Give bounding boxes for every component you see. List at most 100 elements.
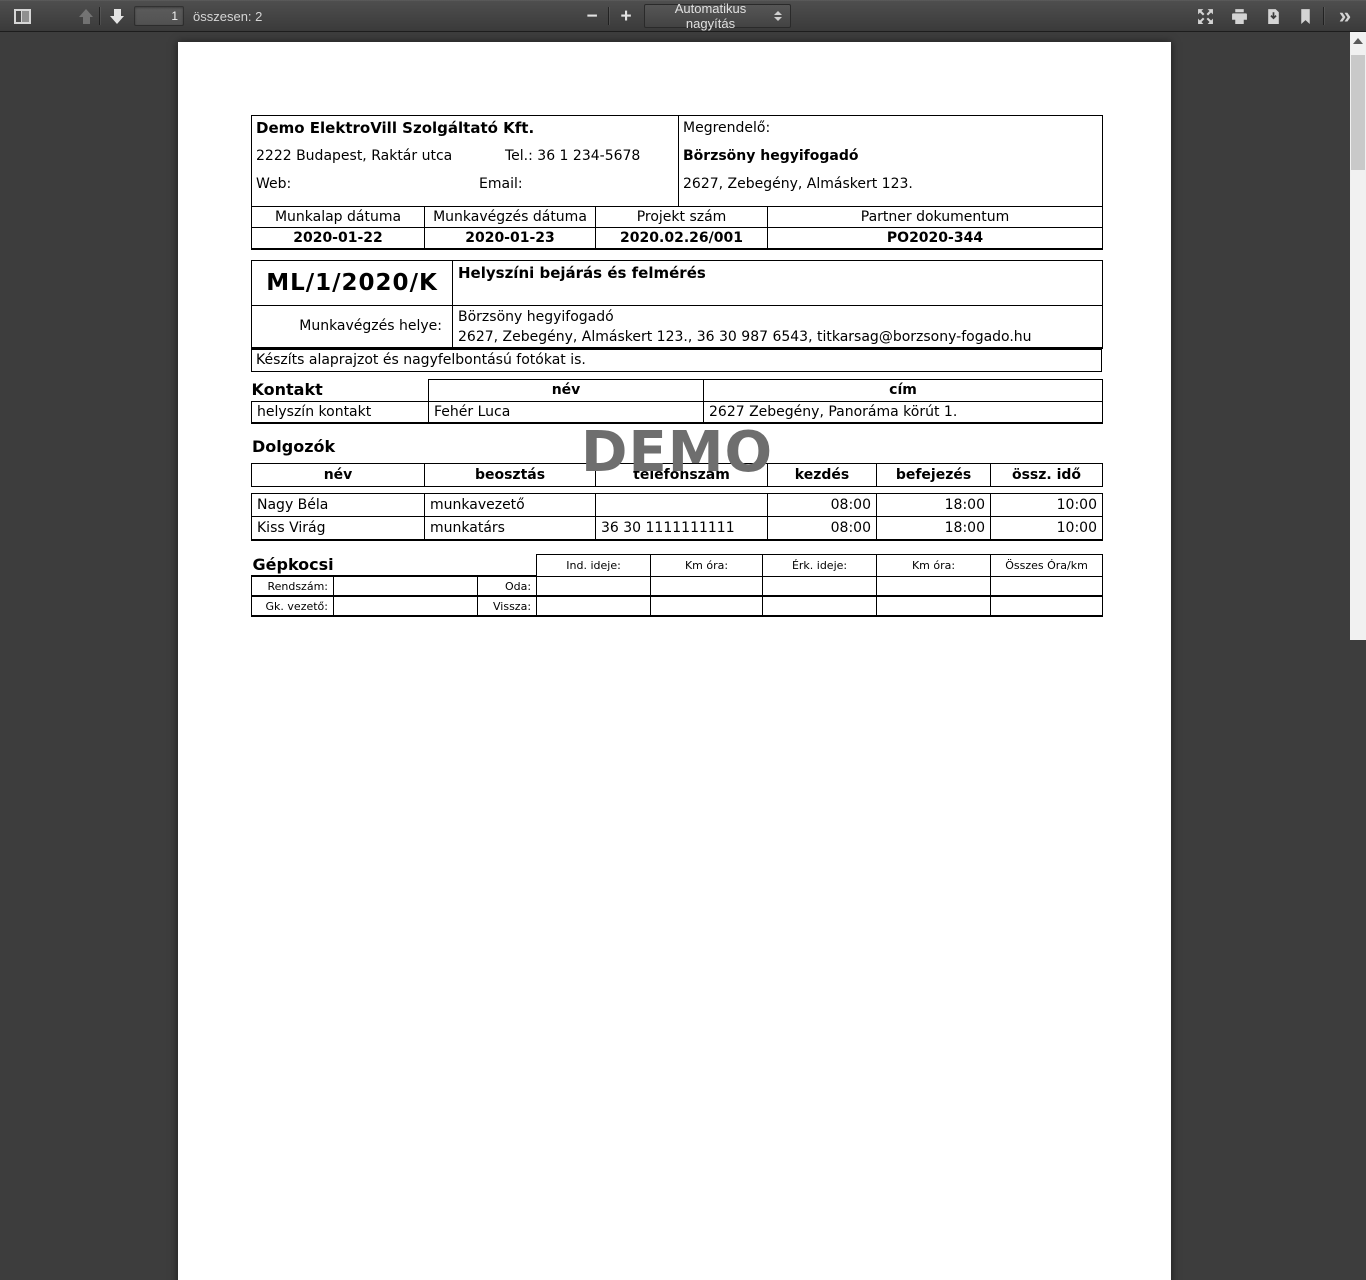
presentation-mode-button[interactable]: [1191, 4, 1219, 28]
vehicle-blank-cell: [333, 575, 478, 597]
contact-header-address: cím: [703, 378, 1103, 402]
zoom-level-select[interactable]: Automatikus nagyítás: [644, 1, 791, 31]
zoom-in-icon: +: [620, 5, 632, 27]
workers-header-table: név beosztás telefonszám kezdés befejezé…: [251, 463, 1103, 487]
vehicle-blank-cell: [650, 575, 764, 597]
download-button[interactable]: [1259, 4, 1287, 28]
select-arrows-icon: [774, 11, 782, 21]
workers-header: név: [251, 463, 425, 487]
vehicle-blank-cell: [876, 575, 992, 597]
vehicle-blank-cell: [876, 595, 992, 617]
toolbar-separator: [608, 7, 609, 25]
contact-role: helyszín kontakt: [251, 400, 429, 424]
vehicle-blank-cell: [762, 595, 878, 617]
previous-page-button[interactable]: [72, 4, 100, 28]
arrow-down-icon: [110, 8, 124, 24]
company-web-label: Web:: [256, 176, 292, 192]
vehicle-driver-label: Gk. vezető:: [251, 595, 334, 617]
work-location-details: 2627, Zebegény, Almáskert 123., 36 30 98…: [458, 328, 1032, 345]
company-email-label: Email:: [479, 176, 523, 192]
vehicle-row: Gk. vezető: Vissza:: [251, 595, 1104, 617]
worker-row: Nagy Béla munkavezető 08:00 18:00 10:00: [251, 493, 1103, 517]
scrollbar-up-icon[interactable]: [1353, 38, 1363, 44]
vehicle-row: Rendszám: Oda:: [251, 575, 1104, 597]
meta-header: Munkavégzés dátuma: [424, 206, 596, 228]
vehicle-blank-cell: [536, 595, 652, 617]
meta-header: Projekt szám: [595, 206, 768, 228]
fullscreen-icon: [1197, 8, 1214, 25]
contact-table: Kontakt név cím helyszín kontakt Fehér L…: [251, 378, 1103, 424]
worker-row: Kiss Virág munkatárs 36 30 1111111111 08…: [251, 516, 1103, 541]
page-count-label: összesen: 2: [193, 9, 263, 24]
vehicle-blank-cell: [990, 595, 1104, 617]
vehicle-header: Ind. ideje:: [536, 553, 652, 577]
workers-header: befejezés: [876, 463, 991, 487]
arrow-up-icon: [79, 8, 93, 24]
worksheet-id: ML/1/2020/K: [251, 259, 453, 306]
worker-name: Nagy Béla: [251, 493, 425, 517]
worker-phone: [595, 493, 768, 517]
partner-document: PO2020-344: [767, 227, 1103, 250]
work-date: 2020-01-23: [424, 227, 596, 250]
worker-total: 10:00: [990, 493, 1103, 517]
worker-start: 08:00: [767, 493, 877, 517]
worker-end: 18:00: [876, 516, 991, 541]
workers-data-table: Nagy Béla munkavezető 08:00 18:00 10:00 …: [251, 493, 1103, 541]
workers-header: össz. idő: [990, 463, 1103, 487]
company-client-table: Demo ElektroVill Szolgáltató Kft. 2222 B…: [251, 115, 1103, 207]
vehicle-table: Gépkocsi Ind. ideje: Km óra: Érk. ideje:…: [251, 553, 1104, 617]
worker-name: Kiss Virág: [251, 516, 425, 541]
vehicle-header: Km óra:: [876, 553, 992, 577]
work-location-label: Munkavégzés helye:: [251, 304, 453, 349]
contact-heading: Kontakt: [251, 380, 323, 400]
project-number: 2020.02.26/001: [595, 227, 768, 250]
double-chevron-right-icon: »: [1338, 3, 1351, 28]
more-tools-button[interactable]: »: [1330, 4, 1358, 28]
toolbar-separator: [1323, 7, 1324, 25]
vehicle-plate-label: Rendszám:: [251, 575, 334, 597]
zoom-in-button[interactable]: +: [612, 4, 640, 28]
worker-start: 08:00: [767, 516, 877, 541]
print-button[interactable]: [1225, 4, 1253, 28]
worker-position: munkavezető: [424, 493, 596, 517]
worksheet-title: Helyszíni bejárás és felmérés: [452, 259, 1103, 306]
zoom-out-button[interactable]: −: [578, 4, 606, 28]
meta-table: Munkalap dátuma Munkavégzés dátuma Proje…: [251, 206, 1103, 250]
worksheet-document: Demo ElektroVill Szolgáltató Kft. 2222 B…: [251, 115, 1104, 617]
pdf-page: Demo ElektroVill Szolgáltató Kft. 2222 B…: [178, 42, 1171, 1280]
demo-watermark: DEMO: [581, 420, 774, 485]
vehicle-blank-cell: [762, 575, 878, 597]
company-phone: Tel.: 36 1 234-5678: [505, 148, 641, 164]
toolbar-separator: [99, 7, 100, 25]
worksheet-table: ML/1/2020/K Helyszíni bejárás és felméré…: [251, 259, 1103, 349]
client-name: Börzsöny hegyifogadó: [683, 148, 859, 164]
company-address: 2222 Budapest, Raktár utca: [256, 148, 453, 164]
workers-header: kezdés: [767, 463, 877, 487]
contact-address: 2627 Zebegény, Panoráma körút 1.: [703, 400, 1103, 424]
work-location-cell: Börzsöny hegyifogadó 2627, Zebegény, Alm…: [452, 304, 1103, 349]
vehicle-heading: Gépkocsi: [251, 554, 538, 577]
workers-header: beosztás: [424, 463, 596, 487]
download-icon: [1265, 8, 1282, 25]
bookmark-button[interactable]: [1291, 4, 1319, 28]
vehicle-header: Km óra:: [650, 553, 764, 577]
worker-phone: 36 30 1111111111: [595, 516, 768, 541]
next-page-button[interactable]: [103, 4, 131, 28]
contact-row: helyszín kontakt Fehér Luca 2627 Zebegén…: [251, 400, 1103, 424]
meta-header: Munkalap dátuma: [251, 206, 425, 228]
vehicle-blank-cell: [650, 595, 764, 617]
pdf-viewer-toolbar: összesen: 2 − + Automatikus nagyítás »: [0, 0, 1366, 32]
vehicle-blank-cell: [333, 595, 478, 617]
vehicle-header: Érk. ideje:: [762, 553, 878, 577]
bookmark-icon: [1298, 8, 1313, 25]
workers-heading: Dolgozók: [252, 437, 336, 456]
worker-total: 10:00: [990, 516, 1103, 541]
client-cell: Megrendelő: Börzsöny hegyifogadó 2627, Z…: [678, 115, 1103, 207]
vertical-scrollbar[interactable]: [1350, 32, 1366, 640]
page-number-input[interactable]: [134, 6, 184, 26]
task-note: Készíts alaprajzot és nagyfelbontású fot…: [251, 348, 1102, 372]
scrollbar-thumb[interactable]: [1351, 55, 1365, 170]
toggle-sidebar-button[interactable]: [8, 4, 36, 28]
zoom-level-value: Automatikus nagyítás: [674, 1, 747, 31]
vehicle-direction-label: Oda:: [476, 575, 538, 597]
